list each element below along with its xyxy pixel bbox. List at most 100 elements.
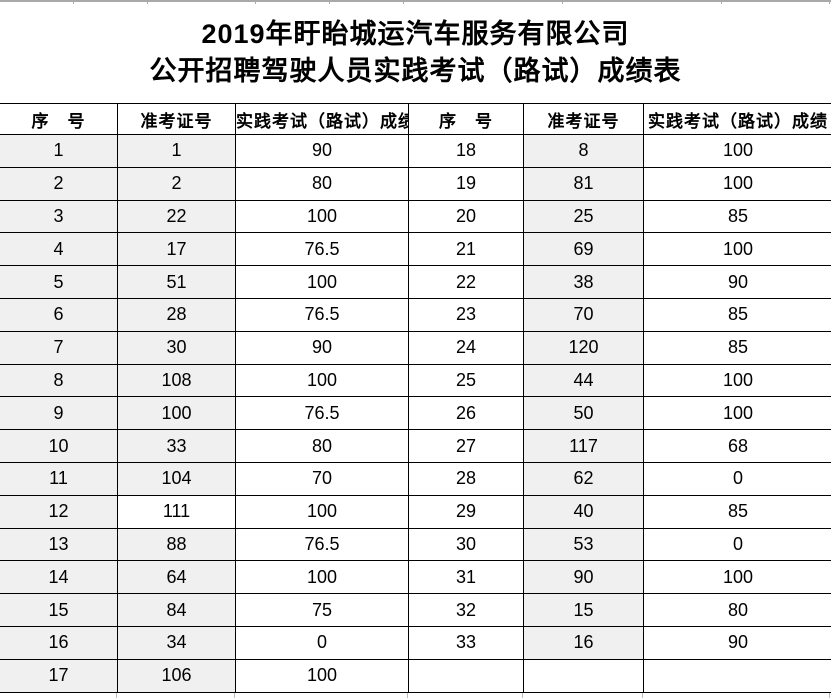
ticket-number-cell-right[interactable]: 8 [523,134,644,168]
score-cell-right[interactable]: 68 [643,429,831,463]
serial-number-cell-left[interactable]: 9 [0,396,118,431]
score-cell-left[interactable]: 100 [235,658,409,693]
serial-number-cell-right[interactable]: 24 [408,330,524,365]
score-cell-right[interactable]: 100 [643,396,831,431]
score-cell-left[interactable]: 100 [235,494,409,529]
serial-number-cell-left[interactable]: 3 [0,199,118,234]
serial-number-cell-right[interactable]: 22 [408,265,524,299]
ticket-number-cell-right[interactable]: 70 [523,297,644,332]
score-cell-left[interactable]: 75 [235,593,409,627]
score-cell-right[interactable]: 85 [643,494,831,529]
ticket-number-cell-right[interactable]: 44 [523,363,644,398]
serial-number-cell-left[interactable]: 12 [0,494,118,529]
ticket-number-cell-left[interactable]: 108 [117,363,236,398]
serial-number-cell-left[interactable]: 6 [0,297,118,332]
score-cell-left[interactable]: 76.5 [235,396,409,431]
score-cell-left[interactable]: 100 [235,199,409,234]
header-ticket-left[interactable]: 准考证号 [117,103,236,135]
header-ticket-right[interactable]: 准考证号 [523,103,644,135]
header-score-right[interactable]: 实践考试（路试）成绩 [643,103,831,135]
ticket-number-cell-right[interactable]: 117 [523,429,644,463]
score-cell-right[interactable]: 0 [643,527,831,562]
score-cell-right[interactable]: 85 [643,297,831,332]
serial-number-cell-right[interactable]: 30 [408,527,524,562]
ticket-number-cell-left[interactable]: 106 [117,658,236,693]
ticket-number-cell-left[interactable]: 17 [117,232,236,267]
ticket-number-cell-right[interactable]: 16 [523,625,644,660]
serial-number-cell-right[interactable]: 23 [408,297,524,332]
score-cell-left[interactable]: 70 [235,461,409,496]
serial-number-cell-left[interactable]: 16 [0,625,118,660]
header-serial-left[interactable]: 序 号 [0,103,118,135]
serial-number-cell-right[interactable]: 19 [408,166,524,201]
ticket-number-cell-right[interactable]: 53 [523,527,644,562]
serial-number-cell-right[interactable]: 33 [408,625,524,660]
score-cell-right[interactable]: 0 [643,461,831,496]
ticket-number-cell-right[interactable]: 15 [523,593,644,627]
serial-number-cell-right[interactable]: 21 [408,232,524,267]
score-cell-left[interactable]: 0 [235,625,409,660]
ticket-number-cell-right[interactable]: 81 [523,166,644,201]
ticket-number-cell-left[interactable]: 22 [117,199,236,234]
serial-number-cell-right[interactable]: 26 [408,396,524,431]
ticket-number-cell-left[interactable]: 1 [117,134,236,168]
serial-number-cell-left[interactable]: 8 [0,363,118,398]
ticket-number-cell-right[interactable]: 90 [523,560,644,595]
ticket-number-cell-left[interactable]: 104 [117,461,236,496]
header-serial-right[interactable]: 序 号 [408,103,524,135]
ticket-number-cell-right[interactable]: 38 [523,265,644,299]
score-cell-left[interactable]: 80 [235,429,409,463]
serial-number-cell-right[interactable]: 31 [408,560,524,595]
score-cell-right[interactable]: 90 [643,625,831,660]
score-cell-right[interactable]: 100 [643,134,831,168]
ticket-number-cell-right[interactable]: 69 [523,232,644,267]
serial-number-cell-left[interactable]: 7 [0,330,118,365]
serial-number-cell-left[interactable]: 2 [0,166,118,201]
ticket-number-cell-left[interactable]: 33 [117,429,236,463]
score-cell-left[interactable]: 76.5 [235,297,409,332]
ticket-number-cell-right[interactable]: 120 [523,330,644,365]
ticket-number-cell-left[interactable]: 64 [117,560,236,595]
ticket-number-cell-left[interactable]: 28 [117,297,236,332]
serial-number-cell-left[interactable]: 4 [0,232,118,267]
ticket-number-cell-left[interactable]: 84 [117,593,236,627]
serial-number-cell-right[interactable]: 25 [408,363,524,398]
serial-number-cell-left[interactable]: 5 [0,265,118,299]
serial-number-cell-left[interactable]: 1 [0,134,118,168]
ticket-number-cell-right[interactable] [523,658,644,693]
serial-number-cell-left[interactable]: 10 [0,429,118,463]
ticket-number-cell-left[interactable]: 30 [117,330,236,365]
serial-number-cell-left[interactable]: 15 [0,593,118,627]
score-cell-left[interactable]: 80 [235,166,409,201]
ticket-number-cell-left[interactable]: 100 [117,396,236,431]
ticket-number-cell-left[interactable]: 51 [117,265,236,299]
serial-number-cell-left[interactable]: 13 [0,527,118,562]
score-cell-right[interactable] [643,658,831,693]
score-cell-right[interactable]: 100 [643,232,831,267]
ticket-number-cell-right[interactable]: 50 [523,396,644,431]
ticket-number-cell-right[interactable]: 62 [523,461,644,496]
score-cell-left[interactable]: 100 [235,560,409,595]
ticket-number-cell-left[interactable]: 34 [117,625,236,660]
score-cell-left[interactable]: 100 [235,363,409,398]
score-cell-left[interactable]: 76.5 [235,232,409,267]
score-cell-right[interactable]: 100 [643,560,831,595]
score-cell-right[interactable]: 85 [643,330,831,365]
serial-number-cell-right[interactable]: 29 [408,494,524,529]
serial-number-cell-left[interactable]: 17 [0,658,118,693]
serial-number-cell-right[interactable]: 20 [408,199,524,234]
score-cell-left[interactable]: 100 [235,265,409,299]
ticket-number-cell-left[interactable]: 88 [117,527,236,562]
score-cell-right[interactable]: 100 [643,166,831,201]
serial-number-cell-right[interactable]: 28 [408,461,524,496]
ticket-number-cell-right[interactable]: 40 [523,494,644,529]
score-cell-left[interactable]: 76.5 [235,527,409,562]
score-cell-right[interactable]: 85 [643,199,831,234]
header-score-left[interactable]: 实践考试（路试）成绩 [235,103,409,135]
serial-number-cell-left[interactable]: 14 [0,560,118,595]
serial-number-cell-right[interactable]: 32 [408,593,524,627]
score-cell-right[interactable]: 90 [643,265,831,299]
score-cell-right[interactable]: 100 [643,363,831,398]
score-cell-left[interactable]: 90 [235,134,409,168]
ticket-number-cell-left[interactable]: 111 [117,494,236,529]
